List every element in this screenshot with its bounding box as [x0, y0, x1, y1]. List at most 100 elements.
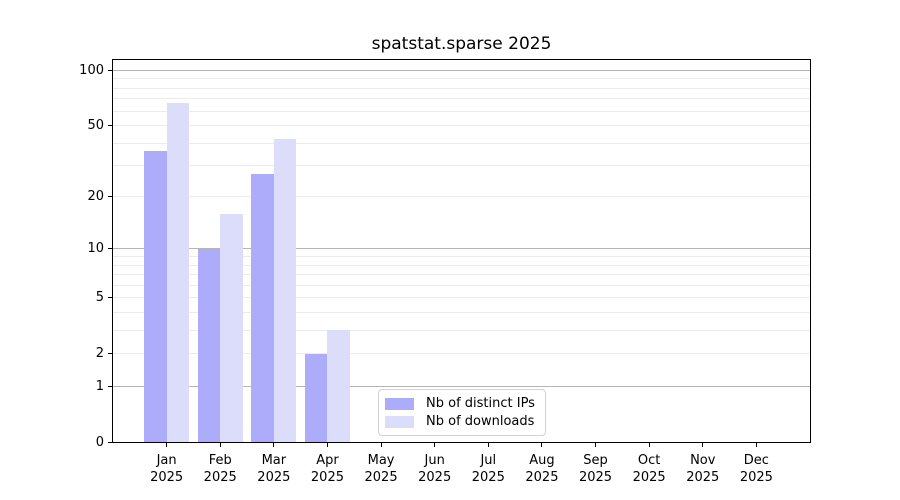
gridline-major-100 — [113, 69, 810, 71]
x-tick-label-dec: Dec 2025 — [726, 452, 786, 486]
y-tick-label-0: 0 — [95, 434, 104, 450]
gridline-minor-4 — [113, 311, 810, 313]
bar-distinct-ips-apr — [304, 353, 328, 442]
y-tick-mark-5 — [108, 297, 112, 299]
y-tick-label-2: 2 — [95, 346, 104, 362]
x-tick-mark-aug — [541, 443, 543, 447]
x-tick-mark-sep — [595, 443, 597, 447]
gridline-minor-70 — [113, 98, 810, 100]
x-tick-label-nov: Nov 2025 — [673, 452, 733, 486]
y-tick-label-20: 20 — [87, 189, 104, 205]
gridline-minor-8 — [113, 264, 810, 266]
gridline-minor-6 — [113, 284, 810, 286]
legend-swatch-downloads — [385, 415, 414, 428]
x-tick-mark-oct — [648, 443, 650, 447]
gridline-minor-60 — [113, 110, 810, 112]
x-tick-month: Feb — [208, 453, 232, 468]
bar-distinct-ips-feb — [197, 248, 221, 442]
legend-label-downloads: Nb of downloads — [426, 414, 535, 429]
gridline-minor-30 — [113, 165, 810, 167]
gridline-minor-2 — [113, 353, 810, 355]
gridline-minor-7 — [113, 274, 810, 276]
x-tick-mark-nov — [702, 443, 704, 447]
x-tick-label-apr: Apr 2025 — [297, 452, 357, 486]
x-tick-year: 2025 — [686, 470, 720, 485]
x-tick-mark-jul — [487, 443, 489, 447]
x-tick-month: Jul — [480, 453, 497, 468]
y-tick-mark-100 — [108, 69, 112, 71]
x-tick-label-may: May 2025 — [351, 452, 411, 486]
bar-distinct-ips-mar — [251, 173, 274, 442]
x-tick-month: May — [367, 453, 395, 468]
x-tick-year: 2025 — [203, 470, 237, 485]
bar-downloads-feb — [220, 213, 243, 442]
x-tick-mark-jan — [166, 443, 168, 447]
gridline-minor-9 — [113, 256, 810, 258]
y-tick-mark-20 — [108, 196, 112, 198]
gridline-minor-80 — [113, 87, 810, 89]
x-tick-label-oct: Oct 2025 — [619, 452, 679, 486]
x-tick-mark-apr — [326, 443, 328, 447]
x-tick-mark-jun — [434, 443, 436, 447]
x-tick-year: 2025 — [257, 470, 291, 485]
x-tick-month: Jun — [424, 453, 445, 468]
y-tick-mark-1 — [108, 385, 112, 387]
x-tick-month: Oct — [637, 453, 661, 468]
x-tick-label-jun: Jun 2025 — [405, 452, 465, 486]
bar-downloads-apr — [327, 330, 350, 442]
x-tick-mark-dec — [755, 443, 757, 447]
chart-title: spatstat.sparse 2025 — [371, 34, 552, 54]
plot-area: Nb of distinct IPs Nb of downloads — [112, 59, 811, 443]
x-tick-label-sep: Sep 2025 — [566, 452, 626, 486]
x-tick-year: 2025 — [150, 470, 184, 485]
y-tick-label-10: 10 — [87, 241, 104, 257]
x-tick-year: 2025 — [310, 470, 344, 485]
x-tick-month: Nov — [690, 453, 716, 468]
legend-item-downloads: Nb of downloads — [385, 413, 537, 430]
x-tick-label-aug: Aug 2025 — [512, 452, 572, 486]
x-tick-month: Mar — [261, 453, 287, 468]
x-tick-year: 2025 — [364, 470, 398, 485]
legend-swatch-distinct-ips — [385, 397, 414, 410]
gridline-minor-3 — [113, 329, 810, 331]
legend-label-distinct-ips: Nb of distinct IPs — [426, 396, 535, 411]
x-tick-mark-mar — [273, 443, 275, 447]
legend: Nb of distinct IPs Nb of downloads — [378, 389, 546, 436]
y-tick-mark-50 — [108, 124, 112, 126]
y-tick-mark-0 — [108, 441, 112, 443]
x-tick-label-jan: Jan 2025 — [137, 452, 197, 486]
gridline-minor-5 — [113, 297, 810, 299]
bar-downloads-jan — [166, 103, 190, 442]
x-tick-label-jul: Jul 2025 — [458, 452, 518, 486]
x-tick-month: Dec — [743, 453, 769, 468]
gridline-minor-90 — [113, 78, 810, 80]
x-tick-year: 2025 — [418, 470, 452, 485]
x-tick-year: 2025 — [632, 470, 666, 485]
y-tick-label-100: 100 — [79, 62, 104, 78]
x-tick-label-mar: Mar 2025 — [244, 452, 304, 486]
x-tick-month: Apr — [316, 453, 339, 468]
y-tick-label-5: 5 — [95, 290, 104, 306]
gridline-minor-40 — [113, 142, 810, 144]
x-tick-year: 2025 — [578, 470, 613, 485]
y-tick-label-50: 50 — [87, 117, 104, 133]
x-tick-month: Aug — [529, 453, 555, 468]
x-tick-year: 2025 — [471, 470, 505, 485]
y-tick-mark-2 — [108, 353, 112, 355]
gridline-major-1 — [113, 385, 810, 387]
bar-downloads-mar — [273, 139, 297, 442]
x-tick-mark-may — [380, 443, 382, 447]
legend-item-distinct-ips: Nb of distinct IPs — [385, 395, 537, 412]
x-tick-label-feb: Feb 2025 — [190, 452, 250, 486]
gridline-minor-50 — [113, 124, 810, 126]
y-tick-label-1: 1 — [95, 378, 104, 394]
gridline-minor-20 — [113, 196, 810, 198]
x-tick-month: Sep — [583, 453, 608, 468]
x-tick-year: 2025 — [525, 470, 559, 485]
y-tick-mark-10 — [108, 248, 112, 250]
bar-distinct-ips-jan — [144, 151, 167, 442]
gridline-major-10 — [113, 248, 810, 250]
x-tick-mark-feb — [219, 443, 221, 447]
x-tick-year: 2025 — [739, 470, 773, 485]
